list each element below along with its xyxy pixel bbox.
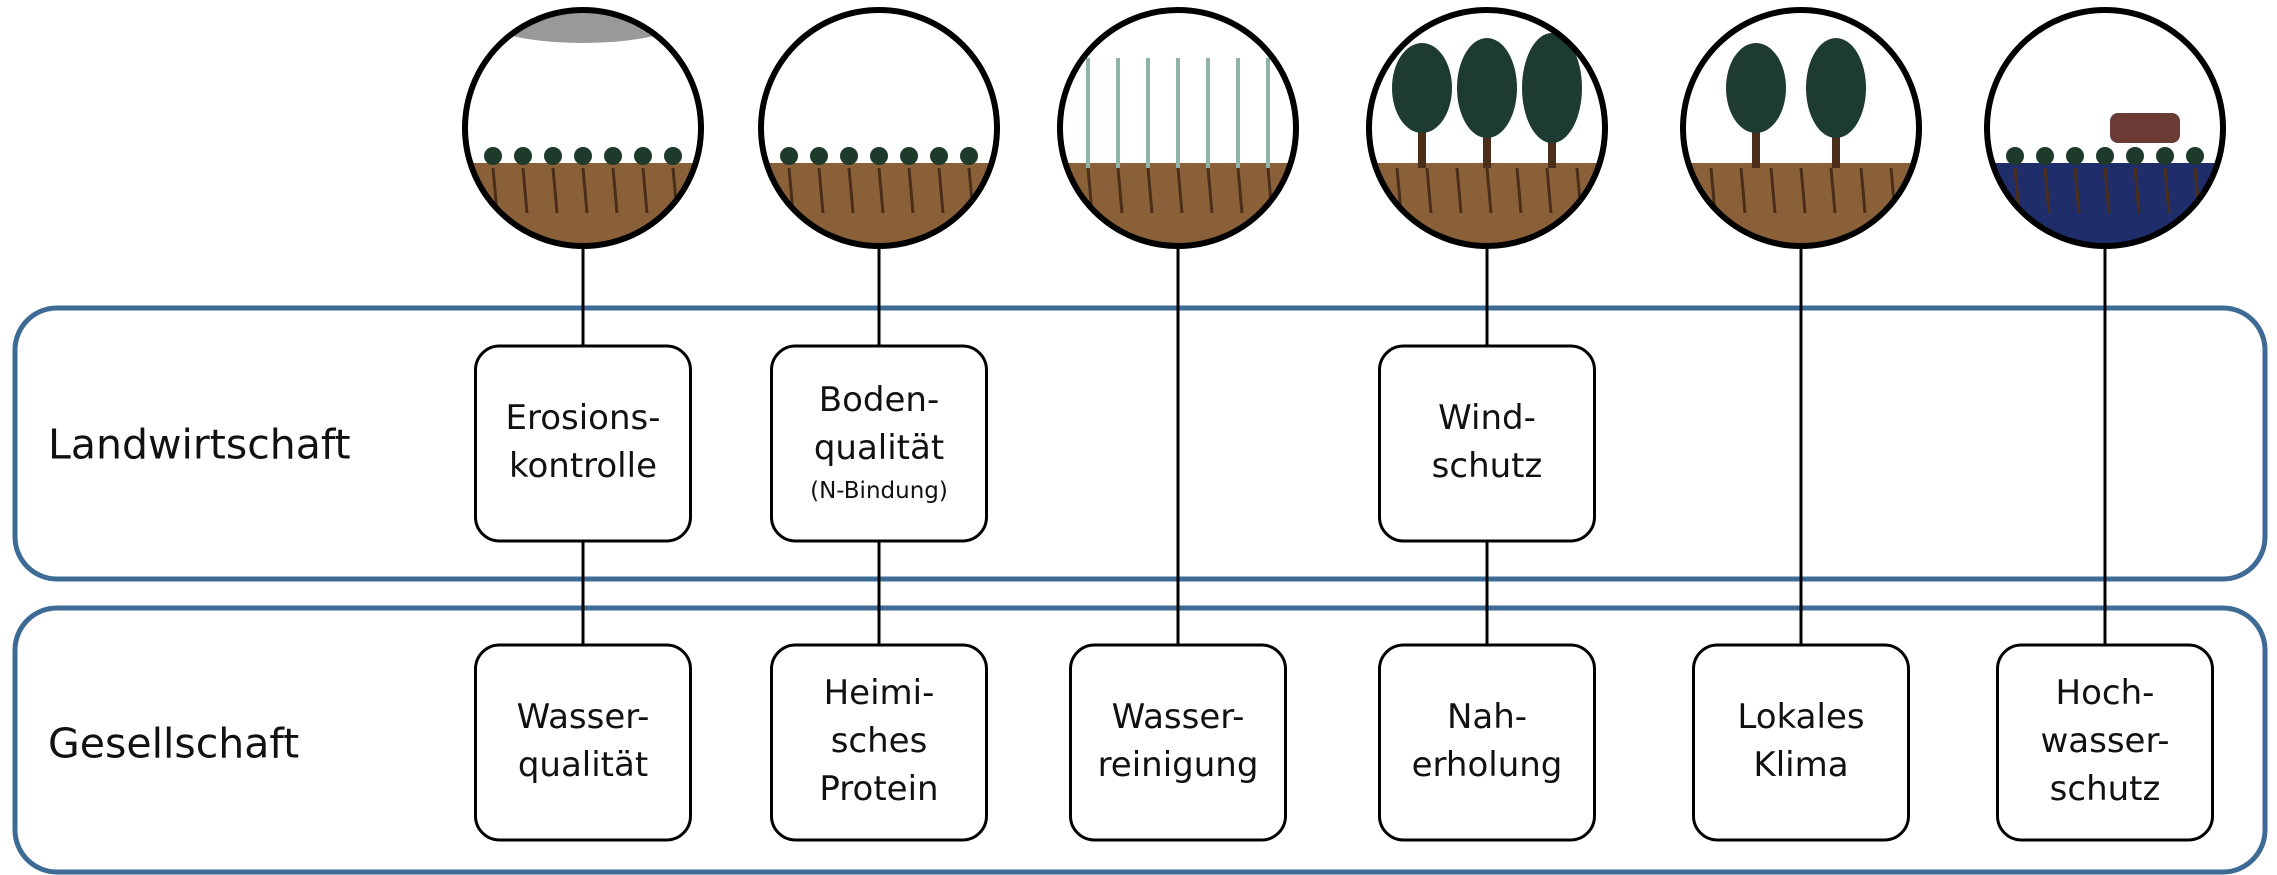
plant bbox=[2186, 147, 2204, 165]
content: Landwirtschaft Erosions-kontrolle Boden-qu… bbox=[48, 0, 2223, 840]
service-text: Wasser- bbox=[517, 697, 650, 737]
diagram: Landwirtschaft Erosions-kontrolle Boden-qu… bbox=[0, 0, 2277, 875]
cow bbox=[2110, 113, 2180, 143]
plant bbox=[634, 147, 652, 165]
plant bbox=[960, 147, 978, 165]
plant bbox=[664, 147, 682, 165]
service-text: qualität bbox=[518, 745, 648, 785]
plant bbox=[840, 147, 858, 165]
service-box bbox=[1380, 645, 1595, 840]
service-text: Lokales bbox=[1737, 697, 1864, 737]
service-text: qualität bbox=[814, 428, 944, 468]
service-text: schutz bbox=[2050, 769, 2161, 809]
service-text: kontrolle bbox=[509, 446, 657, 486]
service-box bbox=[1380, 346, 1595, 541]
service-text: Protein bbox=[819, 769, 938, 809]
service-text: wasser- bbox=[2040, 721, 2169, 761]
row-label: Gesellschaft bbox=[48, 720, 299, 768]
plant bbox=[544, 147, 562, 165]
service-text: Erosions- bbox=[505, 398, 660, 438]
plant bbox=[870, 147, 888, 165]
plant bbox=[900, 147, 918, 165]
service-box bbox=[1694, 645, 1909, 840]
plant bbox=[930, 147, 948, 165]
service-box bbox=[1071, 645, 1286, 840]
crown bbox=[1457, 38, 1517, 138]
service-text: Nah- bbox=[1447, 697, 1527, 737]
crown bbox=[1726, 43, 1786, 133]
service-text: sches bbox=[831, 721, 928, 761]
plant bbox=[2036, 147, 2054, 165]
plant bbox=[2126, 147, 2144, 165]
plant bbox=[810, 147, 828, 165]
service-text: Heimi- bbox=[824, 673, 935, 713]
service-text: Wasser- bbox=[1112, 697, 1245, 737]
crown bbox=[1392, 43, 1452, 133]
plant bbox=[484, 147, 502, 165]
plant bbox=[574, 147, 592, 165]
service-text: reinigung bbox=[1098, 745, 1259, 785]
service-box bbox=[476, 346, 691, 541]
plant bbox=[514, 147, 532, 165]
service-text: Klima bbox=[1753, 745, 1848, 785]
service-text: erholung bbox=[1412, 745, 1563, 785]
service-text: schutz bbox=[1432, 446, 1543, 486]
row-label: Landwirtschaft bbox=[48, 421, 351, 469]
service-text: Hoch- bbox=[2056, 673, 2155, 713]
panel-landwirtschaft bbox=[15, 308, 2265, 579]
crown bbox=[1806, 38, 1866, 138]
service-box bbox=[476, 645, 691, 840]
plant bbox=[2096, 147, 2114, 165]
service-note: (N-Bindung) bbox=[810, 478, 948, 504]
plant bbox=[2066, 147, 2084, 165]
plant bbox=[780, 147, 798, 165]
service-text: Boden- bbox=[819, 380, 939, 420]
plant bbox=[604, 147, 622, 165]
plant bbox=[2156, 147, 2174, 165]
service-text: Wind- bbox=[1438, 398, 1536, 438]
plant bbox=[2006, 147, 2024, 165]
